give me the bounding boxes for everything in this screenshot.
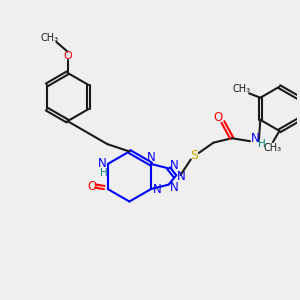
Text: S: S <box>190 149 198 162</box>
Text: N: N <box>147 151 155 164</box>
Text: N: N <box>170 159 179 172</box>
Text: N: N <box>98 158 107 170</box>
Text: N: N <box>177 170 186 183</box>
Text: CH₃: CH₃ <box>233 85 251 94</box>
Text: N: N <box>251 132 260 145</box>
Text: H: H <box>100 168 108 178</box>
Text: CH₃: CH₃ <box>40 33 58 43</box>
Text: O: O <box>63 51 72 61</box>
Text: N: N <box>153 182 162 196</box>
Text: H: H <box>259 139 266 149</box>
Text: O: O <box>88 180 97 193</box>
Text: N: N <box>170 181 179 194</box>
Text: CH₃: CH₃ <box>263 143 281 153</box>
Text: O: O <box>213 111 222 124</box>
